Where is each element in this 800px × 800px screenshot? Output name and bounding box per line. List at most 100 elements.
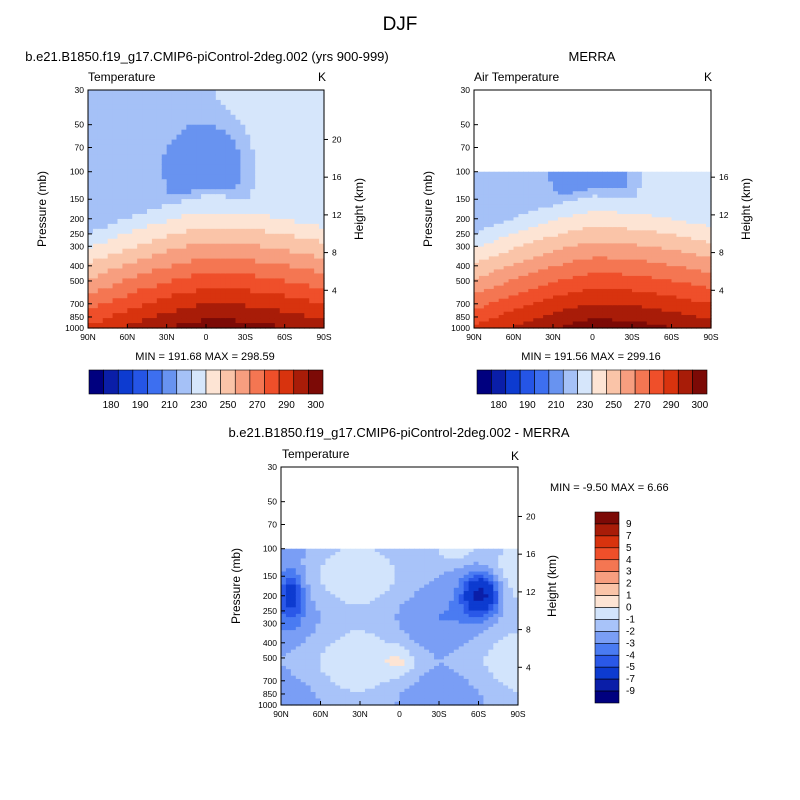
field-cell	[617, 194, 623, 199]
field-cell	[602, 181, 608, 186]
field-cell	[220, 268, 227, 275]
field-cell	[314, 273, 320, 280]
field-cell	[498, 298, 505, 303]
field-cell	[641, 308, 648, 313]
field-cell	[319, 268, 325, 275]
field-cell	[299, 124, 305, 131]
field-cell	[562, 236, 569, 241]
field-cell	[137, 139, 143, 146]
field-cell	[513, 204, 520, 209]
field-cell	[632, 174, 638, 179]
field-cell	[488, 184, 495, 189]
field-cell	[284, 223, 291, 230]
field-cells	[281, 548, 519, 706]
field-cell	[151, 293, 158, 299]
field-cell	[592, 295, 599, 300]
field-cell	[215, 199, 222, 205]
panel2-ylabel: Pressure (mb)	[421, 171, 435, 247]
field-cell	[627, 210, 633, 215]
field-cell	[284, 194, 291, 200]
field-cell	[483, 259, 490, 264]
field-cell	[285, 600, 292, 605]
field-cell	[666, 249, 673, 254]
field-cell	[553, 285, 559, 290]
field-cell	[201, 144, 207, 151]
field-cell	[235, 114, 242, 121]
field-cell	[632, 288, 638, 293]
field-cell	[474, 311, 480, 316]
field-cell	[240, 119, 246, 126]
field-cell	[557, 318, 564, 323]
field-cell	[132, 313, 138, 319]
field-cell	[562, 220, 569, 225]
field-cell	[656, 318, 663, 323]
field-cell	[562, 288, 569, 293]
field-cell	[235, 213, 242, 220]
field-cell	[290, 643, 297, 647]
field-cell	[210, 213, 217, 220]
field-cell	[701, 298, 707, 303]
field-cell	[602, 184, 608, 189]
field-cell	[156, 273, 163, 280]
field-cell	[112, 204, 119, 210]
field-cell	[508, 305, 515, 310]
field-cell	[215, 273, 222, 280]
field-cell	[661, 298, 668, 303]
field-cell	[553, 233, 559, 238]
field-cell	[533, 282, 539, 287]
field-cell	[235, 283, 242, 289]
field-cell	[622, 311, 628, 316]
field-cell	[294, 278, 301, 284]
field-cell	[294, 283, 301, 289]
field-cell	[562, 184, 569, 189]
panel2-plot: 305070100150200250300400500700850100090N…	[451, 85, 729, 342]
field-cell	[210, 323, 217, 329]
field-cell	[235, 218, 242, 225]
field-cell	[255, 154, 261, 161]
field-cell	[488, 279, 495, 284]
field-cell	[592, 243, 599, 248]
field-cell	[691, 279, 697, 284]
field-cell	[206, 318, 212, 324]
field-cell	[309, 194, 315, 200]
field-cell	[538, 314, 544, 319]
field-cell	[691, 217, 697, 222]
field-cell	[513, 249, 520, 254]
field-cell	[622, 324, 628, 329]
field-cell	[166, 238, 173, 245]
field-cell	[701, 210, 707, 215]
field-cell	[206, 129, 212, 136]
field-cell	[176, 90, 183, 96]
field-cell	[533, 249, 539, 254]
field-cell	[518, 246, 524, 251]
field-cell	[474, 308, 480, 313]
field-cell	[290, 617, 297, 621]
field-cell	[701, 233, 707, 238]
field-cell	[523, 233, 529, 238]
field-cell	[681, 191, 687, 196]
field-cell	[122, 238, 128, 245]
field-cell	[196, 90, 202, 96]
field-cell	[285, 688, 292, 693]
field-cell	[691, 184, 697, 189]
field-cell	[156, 134, 163, 141]
field-cell	[503, 210, 510, 215]
field-cell	[577, 253, 584, 257]
field-cell	[314, 164, 320, 170]
field-cell	[597, 230, 603, 235]
field-cell	[299, 258, 305, 265]
field-cell	[151, 149, 158, 156]
field-cell	[686, 171, 692, 176]
field-cell	[285, 571, 292, 576]
field-cell	[284, 104, 291, 111]
field-cell	[112, 248, 119, 255]
field-cell	[279, 149, 286, 156]
field-cell	[553, 178, 559, 183]
field-cell	[612, 279, 618, 284]
field-cell	[295, 555, 302, 560]
field-cell	[592, 305, 599, 310]
field-cell	[295, 610, 302, 615]
field-cell	[513, 298, 520, 303]
field-cell	[562, 249, 569, 254]
field-cell	[493, 253, 500, 257]
